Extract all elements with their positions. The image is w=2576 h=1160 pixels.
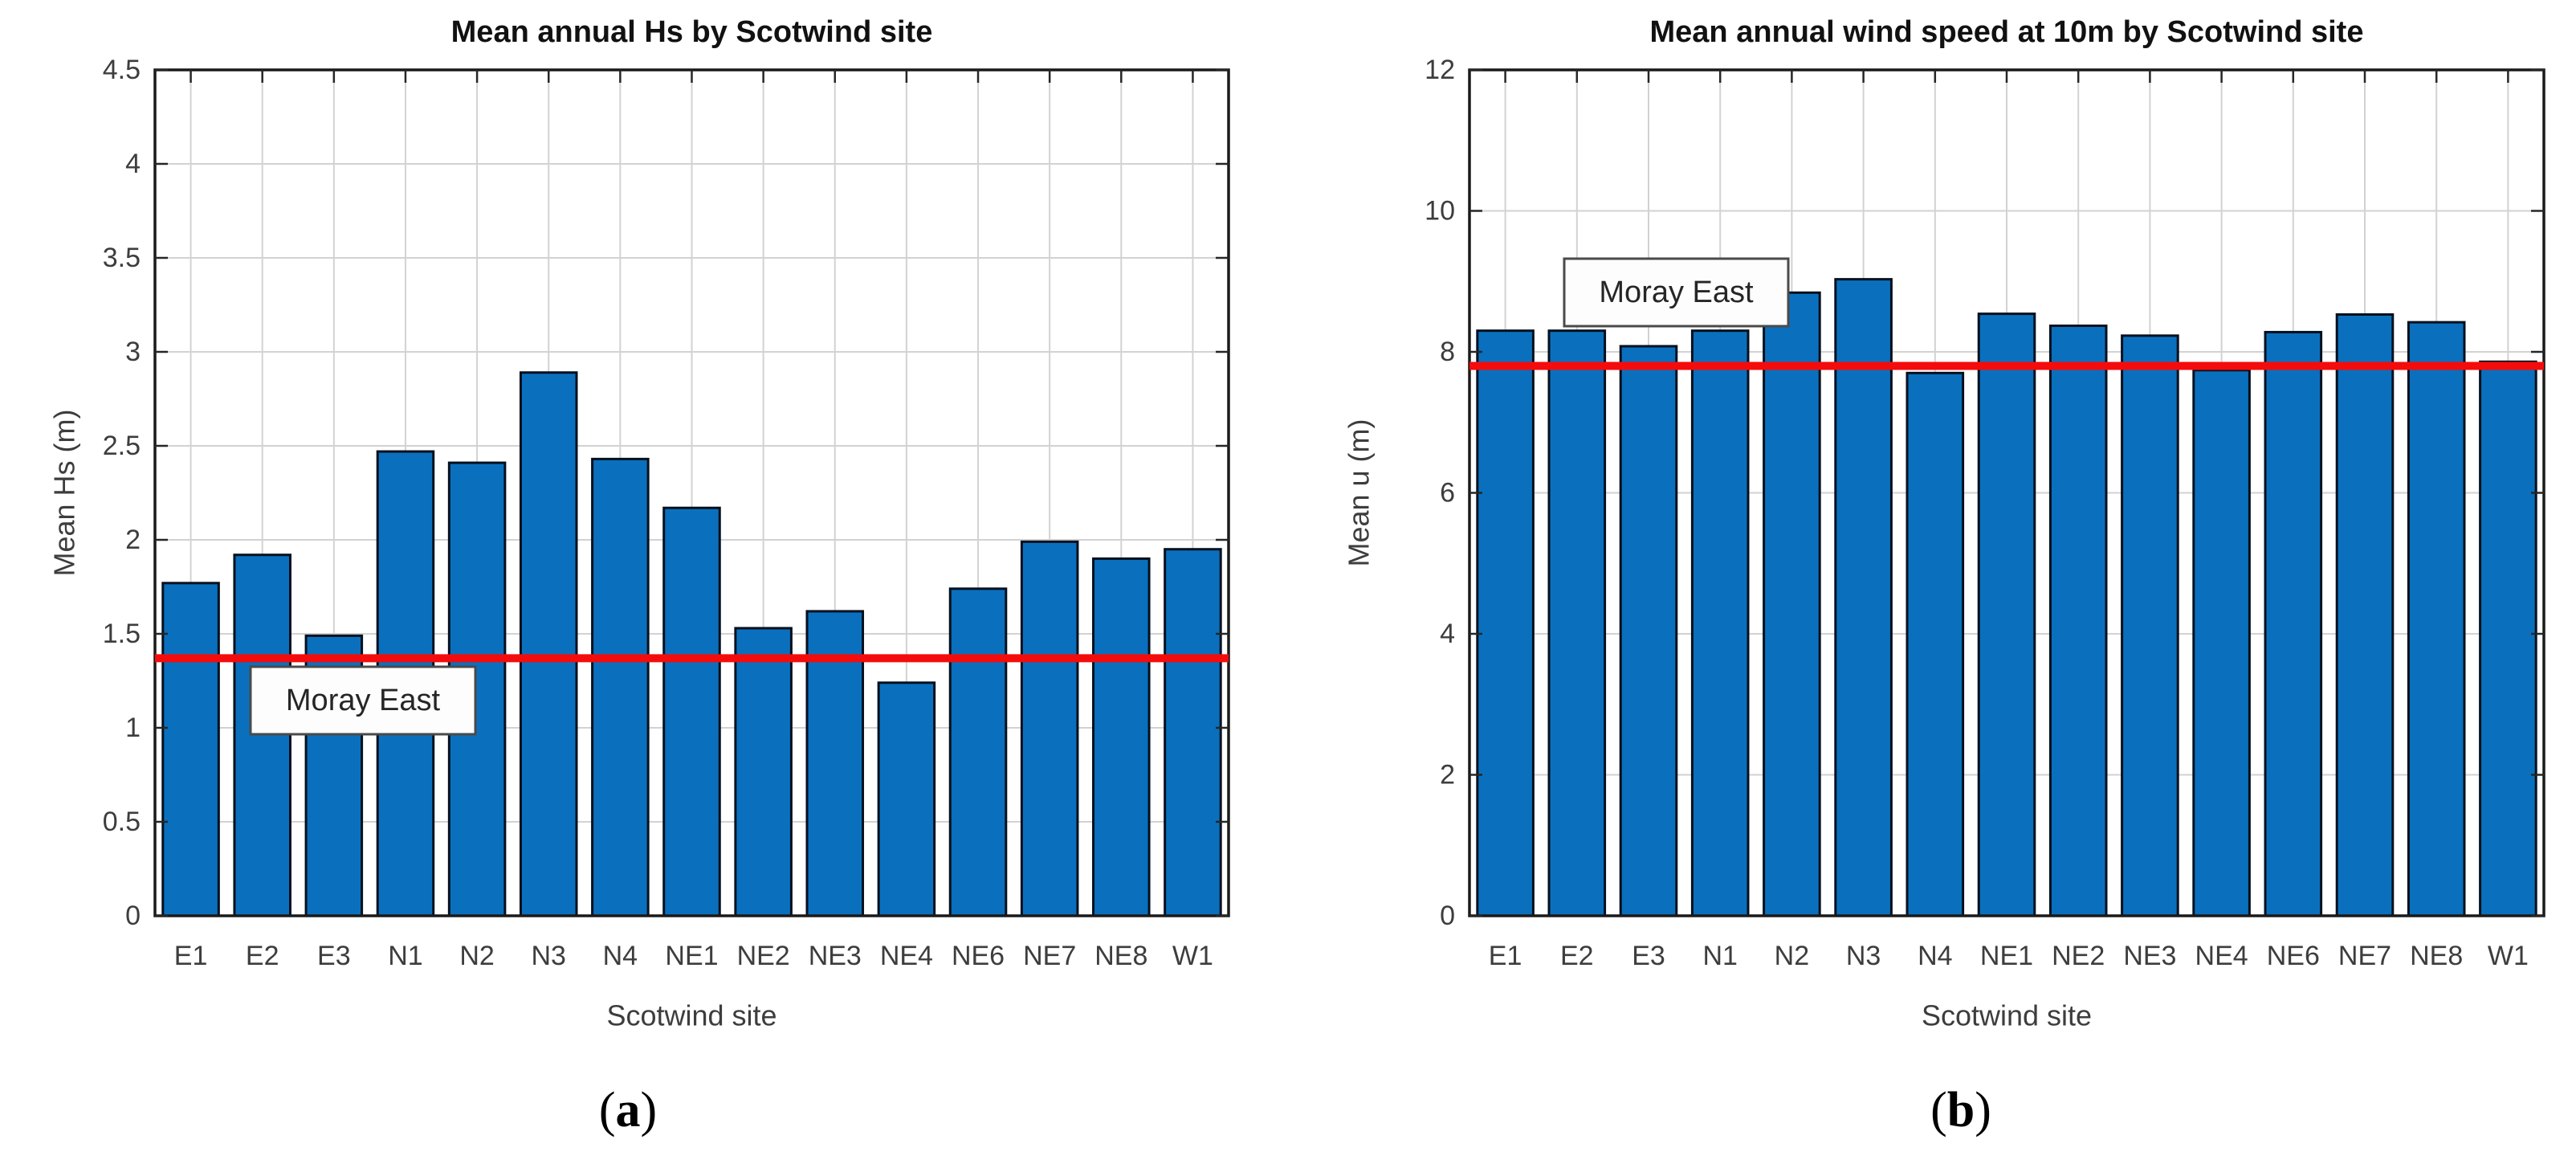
x-tick-label: N2 xyxy=(459,941,494,971)
bars xyxy=(161,371,1222,917)
y-tick-label: 2 xyxy=(125,525,141,555)
bar-NE6 xyxy=(948,587,1008,917)
chart-title: Mean annual wind speed at 10m by Scotwin… xyxy=(1650,15,2364,49)
tick-marks xyxy=(1469,68,2544,917)
x-axis-label: Scotwind site xyxy=(1922,999,2092,1032)
x-tick-label: NE6 xyxy=(2267,941,2320,971)
x-tick-label: NE8 xyxy=(2410,941,2463,971)
chart-b: Moray East Mean annual wind speed at 10m … xyxy=(1343,15,2545,1138)
x-tick-label: NE3 xyxy=(809,941,862,971)
x-tick-label: N3 xyxy=(531,941,565,971)
y-tick-label: 10 xyxy=(1425,196,1455,227)
bar-NE3 xyxy=(2121,334,2179,917)
bar-NE8 xyxy=(1092,557,1151,917)
x-tick-label: N4 xyxy=(1918,941,1952,971)
tick-marks xyxy=(155,68,1229,917)
y-axis-label: Mean u (m) xyxy=(1343,419,1376,566)
annotation-label: Moray East xyxy=(286,684,441,717)
bar-NE1 xyxy=(662,506,721,917)
x-tick-label: NE4 xyxy=(2195,941,2248,971)
x-tick-label: NE2 xyxy=(737,941,790,971)
bar-NE6 xyxy=(2264,330,2323,917)
x-tick-label: NE4 xyxy=(880,941,933,971)
y-tick-label: 2 xyxy=(1440,760,1455,790)
bar-NE4 xyxy=(2192,369,2251,917)
bar-E2 xyxy=(1547,329,1607,917)
annotation-label: Moray East xyxy=(1599,276,1754,309)
bar-NE2 xyxy=(2048,325,2108,917)
bar-E1 xyxy=(161,582,220,917)
x-tick-label: NE2 xyxy=(2052,941,2105,971)
y-tick-label: 4 xyxy=(1440,619,1455,649)
x-tick-label: NE1 xyxy=(1980,941,2033,971)
chart-title: Mean annual Hs by Scotwind site xyxy=(451,15,933,49)
y-tick-label: 3 xyxy=(125,337,141,367)
y-tick-label: 3.5 xyxy=(103,243,141,273)
x-tick-label: E3 xyxy=(317,941,351,971)
subfigure-caption: (b) xyxy=(1930,1083,1991,1138)
x-tick-label: NE7 xyxy=(2338,941,2391,971)
x-axis-label: Scotwind site xyxy=(606,999,776,1032)
bar-W1 xyxy=(1164,548,1222,917)
bar-NE7 xyxy=(2335,312,2395,917)
x-tick-label: N1 xyxy=(1702,941,1737,971)
x-tick-label: E2 xyxy=(246,941,279,971)
bar-E3 xyxy=(1619,345,1678,917)
y-axis-label: Mean Hs (m) xyxy=(48,409,81,576)
x-tick-label: E1 xyxy=(1489,941,1522,971)
y-tick-label: 1 xyxy=(125,713,141,743)
bar-W1 xyxy=(2479,360,2537,917)
x-tick-label: NE8 xyxy=(1094,941,1147,971)
x-tick-label: N1 xyxy=(388,941,422,971)
x-tick-label: N2 xyxy=(1775,941,1809,971)
bar-NE7 xyxy=(1020,540,1079,917)
x-tick-label: NE3 xyxy=(2123,941,2176,971)
bar-N4 xyxy=(1906,371,1965,917)
x-tick-label: W1 xyxy=(2488,941,2529,971)
y-tick-label: 1.5 xyxy=(103,619,141,649)
chart-a: Moray East Mean annual Hs by Scotwind sit… xyxy=(48,15,1230,1138)
annotation-box xyxy=(249,665,477,736)
annotation-box xyxy=(1563,257,1790,328)
bar-NE1 xyxy=(1977,312,2036,917)
x-tick-label: W1 xyxy=(1172,941,1213,971)
bar-N3 xyxy=(1834,278,1893,917)
subfigure-caption: (a) xyxy=(599,1083,657,1138)
y-tick-label: 12 xyxy=(1425,55,1455,85)
x-tick-label: N3 xyxy=(1846,941,1881,971)
x-tick-label: E2 xyxy=(1560,941,1594,971)
y-tick-label: 8 xyxy=(1440,337,1455,367)
y-tick-label: 0.5 xyxy=(103,807,141,837)
bar-N3 xyxy=(519,371,578,917)
y-tick-label: 4.5 xyxy=(103,55,141,85)
bar-N1 xyxy=(1690,329,1750,917)
bar-NE4 xyxy=(877,681,936,917)
x-tick-label: E1 xyxy=(174,941,208,971)
y-tick-label: 6 xyxy=(1440,478,1455,509)
y-tick-label: 4 xyxy=(125,149,141,179)
x-tick-label: NE6 xyxy=(952,941,1005,971)
bar-NE2 xyxy=(734,627,793,917)
bar-E1 xyxy=(1476,329,1535,917)
bar-N4 xyxy=(591,457,650,917)
x-tick-label: E3 xyxy=(1632,941,1665,971)
x-tick-label: N4 xyxy=(603,941,638,971)
y-tick-label: 2.5 xyxy=(103,431,141,461)
bar-NE8 xyxy=(2407,321,2466,917)
y-tick-label: 0 xyxy=(1440,901,1455,931)
bar-N2 xyxy=(1763,291,1821,917)
x-tick-label: NE7 xyxy=(1023,941,1076,971)
x-tick-label: NE1 xyxy=(665,941,718,971)
y-tick-label: 0 xyxy=(125,901,141,931)
bars xyxy=(1476,278,2537,917)
